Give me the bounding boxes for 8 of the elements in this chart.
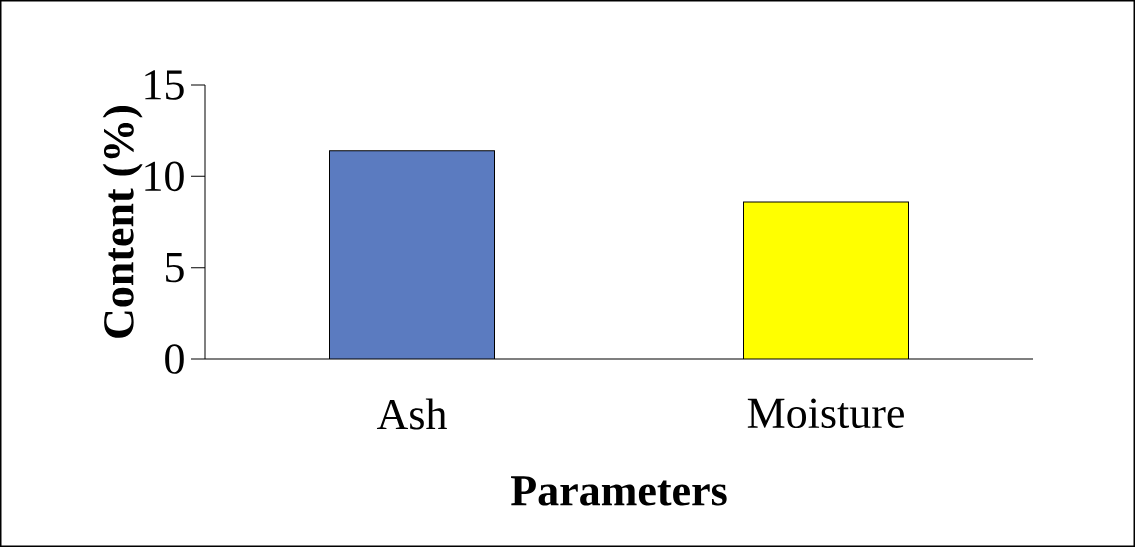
x-tick-label: Ash <box>376 398 447 430</box>
x-tick-label: Moisture <box>747 398 904 429</box>
y-tick-label: 0 <box>165 344 184 374</box>
y-tick-label: 10 <box>145 161 184 192</box>
y-tick-label: 15 <box>145 70 184 100</box>
y-tick-label: 5 <box>166 253 184 283</box>
y-axis-title: Content (%) <box>102 106 143 338</box>
x-axis-title: Parameters <box>511 476 727 506</box>
